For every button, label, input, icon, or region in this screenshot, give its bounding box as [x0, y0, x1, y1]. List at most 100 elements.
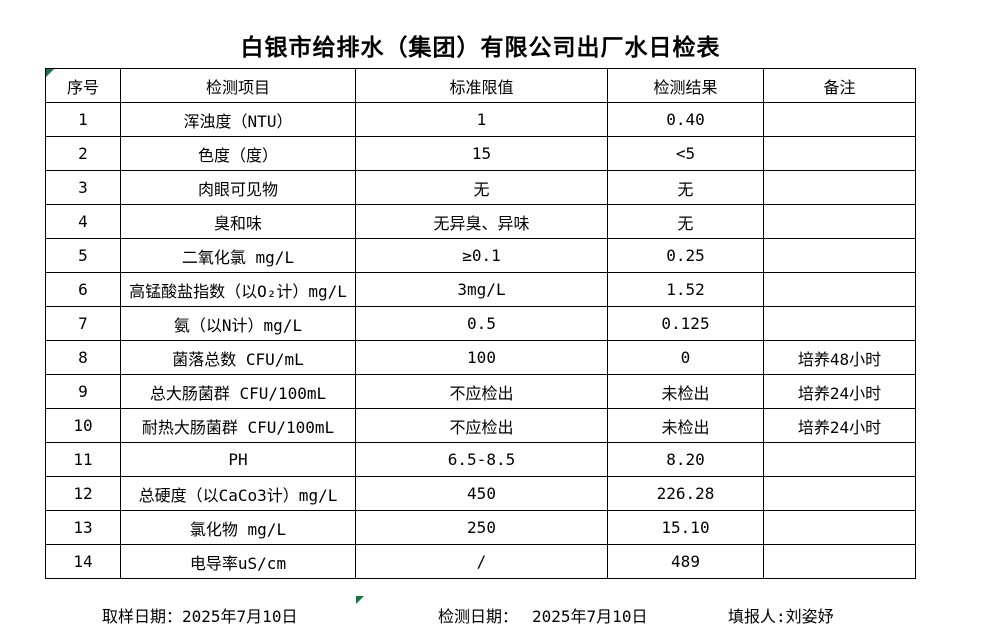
- result-cell: 489: [607, 544, 764, 579]
- test-date-label: 检测日期：: [438, 607, 519, 626]
- remark-cell: [763, 544, 916, 579]
- item-cell: 氨（以N计）mg/L: [120, 306, 356, 341]
- remark-cell: [763, 510, 916, 545]
- table-row: 11 PH 6.5-8.5 8.20: [45, 442, 916, 477]
- table-row: 5 二氧化氯 mg/L ≥0.1 0.25: [45, 238, 916, 273]
- result-cell: 0.25: [607, 238, 764, 273]
- item-cell: 臭和味: [120, 204, 356, 239]
- limit-cell: 无: [355, 170, 608, 205]
- row-number: 12: [45, 476, 121, 511]
- remark-cell: 培养24小时: [763, 374, 916, 409]
- table-row: 7 氨（以N计）mg/L 0.5 0.125: [45, 306, 916, 341]
- result-cell: <5: [607, 136, 764, 171]
- table-row: 12 总硬度（以CaCo3计）mg/L 450 226.28: [45, 476, 916, 511]
- row-number: 5: [45, 238, 121, 273]
- item-cell: 高锰酸盐指数（以O₂计）mg/L: [120, 272, 356, 307]
- remark-cell: [763, 238, 916, 273]
- table-row: 6 高锰酸盐指数（以O₂计）mg/L 3mg/L 1.52: [45, 272, 916, 307]
- row-number: 4: [45, 204, 121, 239]
- item-cell: PH: [120, 442, 356, 477]
- table-body: 1 浑浊度（NTU） 1 0.40 2 色度（度） 15 <5 3 肉眼可见物无无 4 臭和味 无异臭、…: [45, 102, 916, 579]
- row-number: 11: [45, 442, 121, 477]
- row-number: 9: [45, 374, 121, 409]
- result-cell: 无: [607, 170, 764, 205]
- item-cell: 色度（度）: [120, 136, 356, 171]
- reporter: 填报人:刘姿妤: [728, 603, 834, 627]
- result-cell: 无: [607, 204, 764, 239]
- item-cell: 肉眼可见物: [120, 170, 356, 205]
- table-row: 10 耐热大肠菌群 CFU/100mL 不应检出 未检出 培养24小时: [45, 408, 916, 443]
- error-indicator-icon: [46, 69, 54, 77]
- limit-cell: /: [355, 544, 608, 579]
- limit-cell: 450: [355, 476, 608, 511]
- page-title: 白银市给排水（集团）有限公司出厂水日检表: [240, 35, 721, 61]
- remark-cell: [763, 170, 916, 205]
- row-number: 2: [45, 136, 121, 171]
- remark-cell: [763, 102, 916, 137]
- item-cell: 氯化物 mg/L: [120, 510, 356, 545]
- remark-cell: [763, 476, 916, 511]
- row-number: 8: [45, 340, 121, 375]
- table-row: 9 总大肠菌群 CFU/100mL 不应检出 未检出 培养24小时: [45, 374, 916, 409]
- limit-cell: 250: [355, 510, 608, 545]
- header-result: 检测结果: [607, 68, 764, 103]
- limit-cell: 0.5: [355, 306, 608, 341]
- item-cell: 二氧化氯 mg/L: [120, 238, 356, 273]
- header-remark: 备注: [763, 68, 916, 103]
- limit-cell: 不应检出: [355, 408, 608, 443]
- limit-cell: 6.5-8.5: [355, 442, 608, 477]
- result-cell: 1.52: [607, 272, 764, 307]
- table-row: 1 浑浊度（NTU） 1 0.40: [45, 102, 916, 137]
- row-number: 6: [45, 272, 121, 307]
- row-number: 10: [45, 408, 121, 443]
- table-row: 4 臭和味 无异臭、异味无: [45, 204, 916, 239]
- table-row: 3 肉眼可见物无无: [45, 170, 916, 205]
- item-cell: 菌落总数 CFU/mL: [120, 340, 356, 375]
- table-row: 13 氯化物 mg/L 250 15.10: [45, 510, 916, 545]
- result-cell: 未检出: [607, 374, 764, 409]
- sampling-date-value: 2025年7月10日: [182, 607, 298, 626]
- daily-check-table: 序号 检测项目 标准限值 检测结果 备注 1 浑浊度（NTU） 1 0.40 2 色度（度…: [45, 68, 916, 579]
- row-number: 13: [45, 510, 121, 545]
- limit-cell: 不应检出: [355, 374, 608, 409]
- remark-cell: [763, 272, 916, 307]
- header-no: 序号: [45, 68, 121, 103]
- limit-cell: 15: [355, 136, 608, 171]
- result-cell: 未检出: [607, 408, 764, 443]
- table-row: 14 电导率uS/cm/489: [45, 544, 916, 579]
- result-cell: 0: [607, 340, 764, 375]
- table-row: 2 色度（度） 15 <5: [45, 136, 916, 171]
- test-date: 检测日期： 2025年7月10日: [438, 603, 647, 627]
- item-cell: 耐热大肠菌群 CFU/100mL: [120, 408, 356, 443]
- remark-cell: 培养48小时: [763, 340, 916, 375]
- error-indicator-icon: [356, 596, 364, 604]
- item-cell: 电导率uS/cm: [120, 544, 356, 579]
- limit-cell: ≥0.1: [355, 238, 608, 273]
- result-cell: 8.20: [607, 442, 764, 477]
- footer: 取样日期：2025年7月10日 检测日期： 2025年7月10日 填报人:刘姿妤: [45, 603, 992, 627]
- item-cell: 总硬度（以CaCo3计）mg/L: [120, 476, 356, 511]
- remark-cell: [763, 306, 916, 341]
- result-cell: 0.40: [607, 102, 764, 137]
- test-date-value: 2025年7月10日: [532, 607, 648, 626]
- row-number: 3: [45, 170, 121, 205]
- item-cell: 总大肠菌群 CFU/100mL: [120, 374, 356, 409]
- remark-cell: [763, 442, 916, 477]
- header-item: 检测项目: [120, 68, 356, 103]
- sampling-date: 取样日期：2025年7月10日: [102, 603, 297, 627]
- remark-cell: [763, 204, 916, 239]
- item-cell: 浑浊度（NTU）: [120, 102, 356, 137]
- reporter-label: 填报人:: [728, 607, 786, 626]
- table-header-row: 序号 检测项目 标准限值 检测结果 备注: [45, 68, 916, 103]
- limit-cell: 无异臭、异味: [355, 204, 608, 239]
- result-cell: 15.10: [607, 510, 764, 545]
- row-number: 1: [45, 102, 121, 137]
- limit-cell: 100: [355, 340, 608, 375]
- remark-cell: [763, 136, 916, 171]
- row-number: 14: [45, 544, 121, 579]
- remark-cell: 培养24小时: [763, 408, 916, 443]
- header-limit: 标准限值: [355, 68, 608, 103]
- row-number: 7: [45, 306, 121, 341]
- limit-cell: 3mg/L: [355, 272, 608, 307]
